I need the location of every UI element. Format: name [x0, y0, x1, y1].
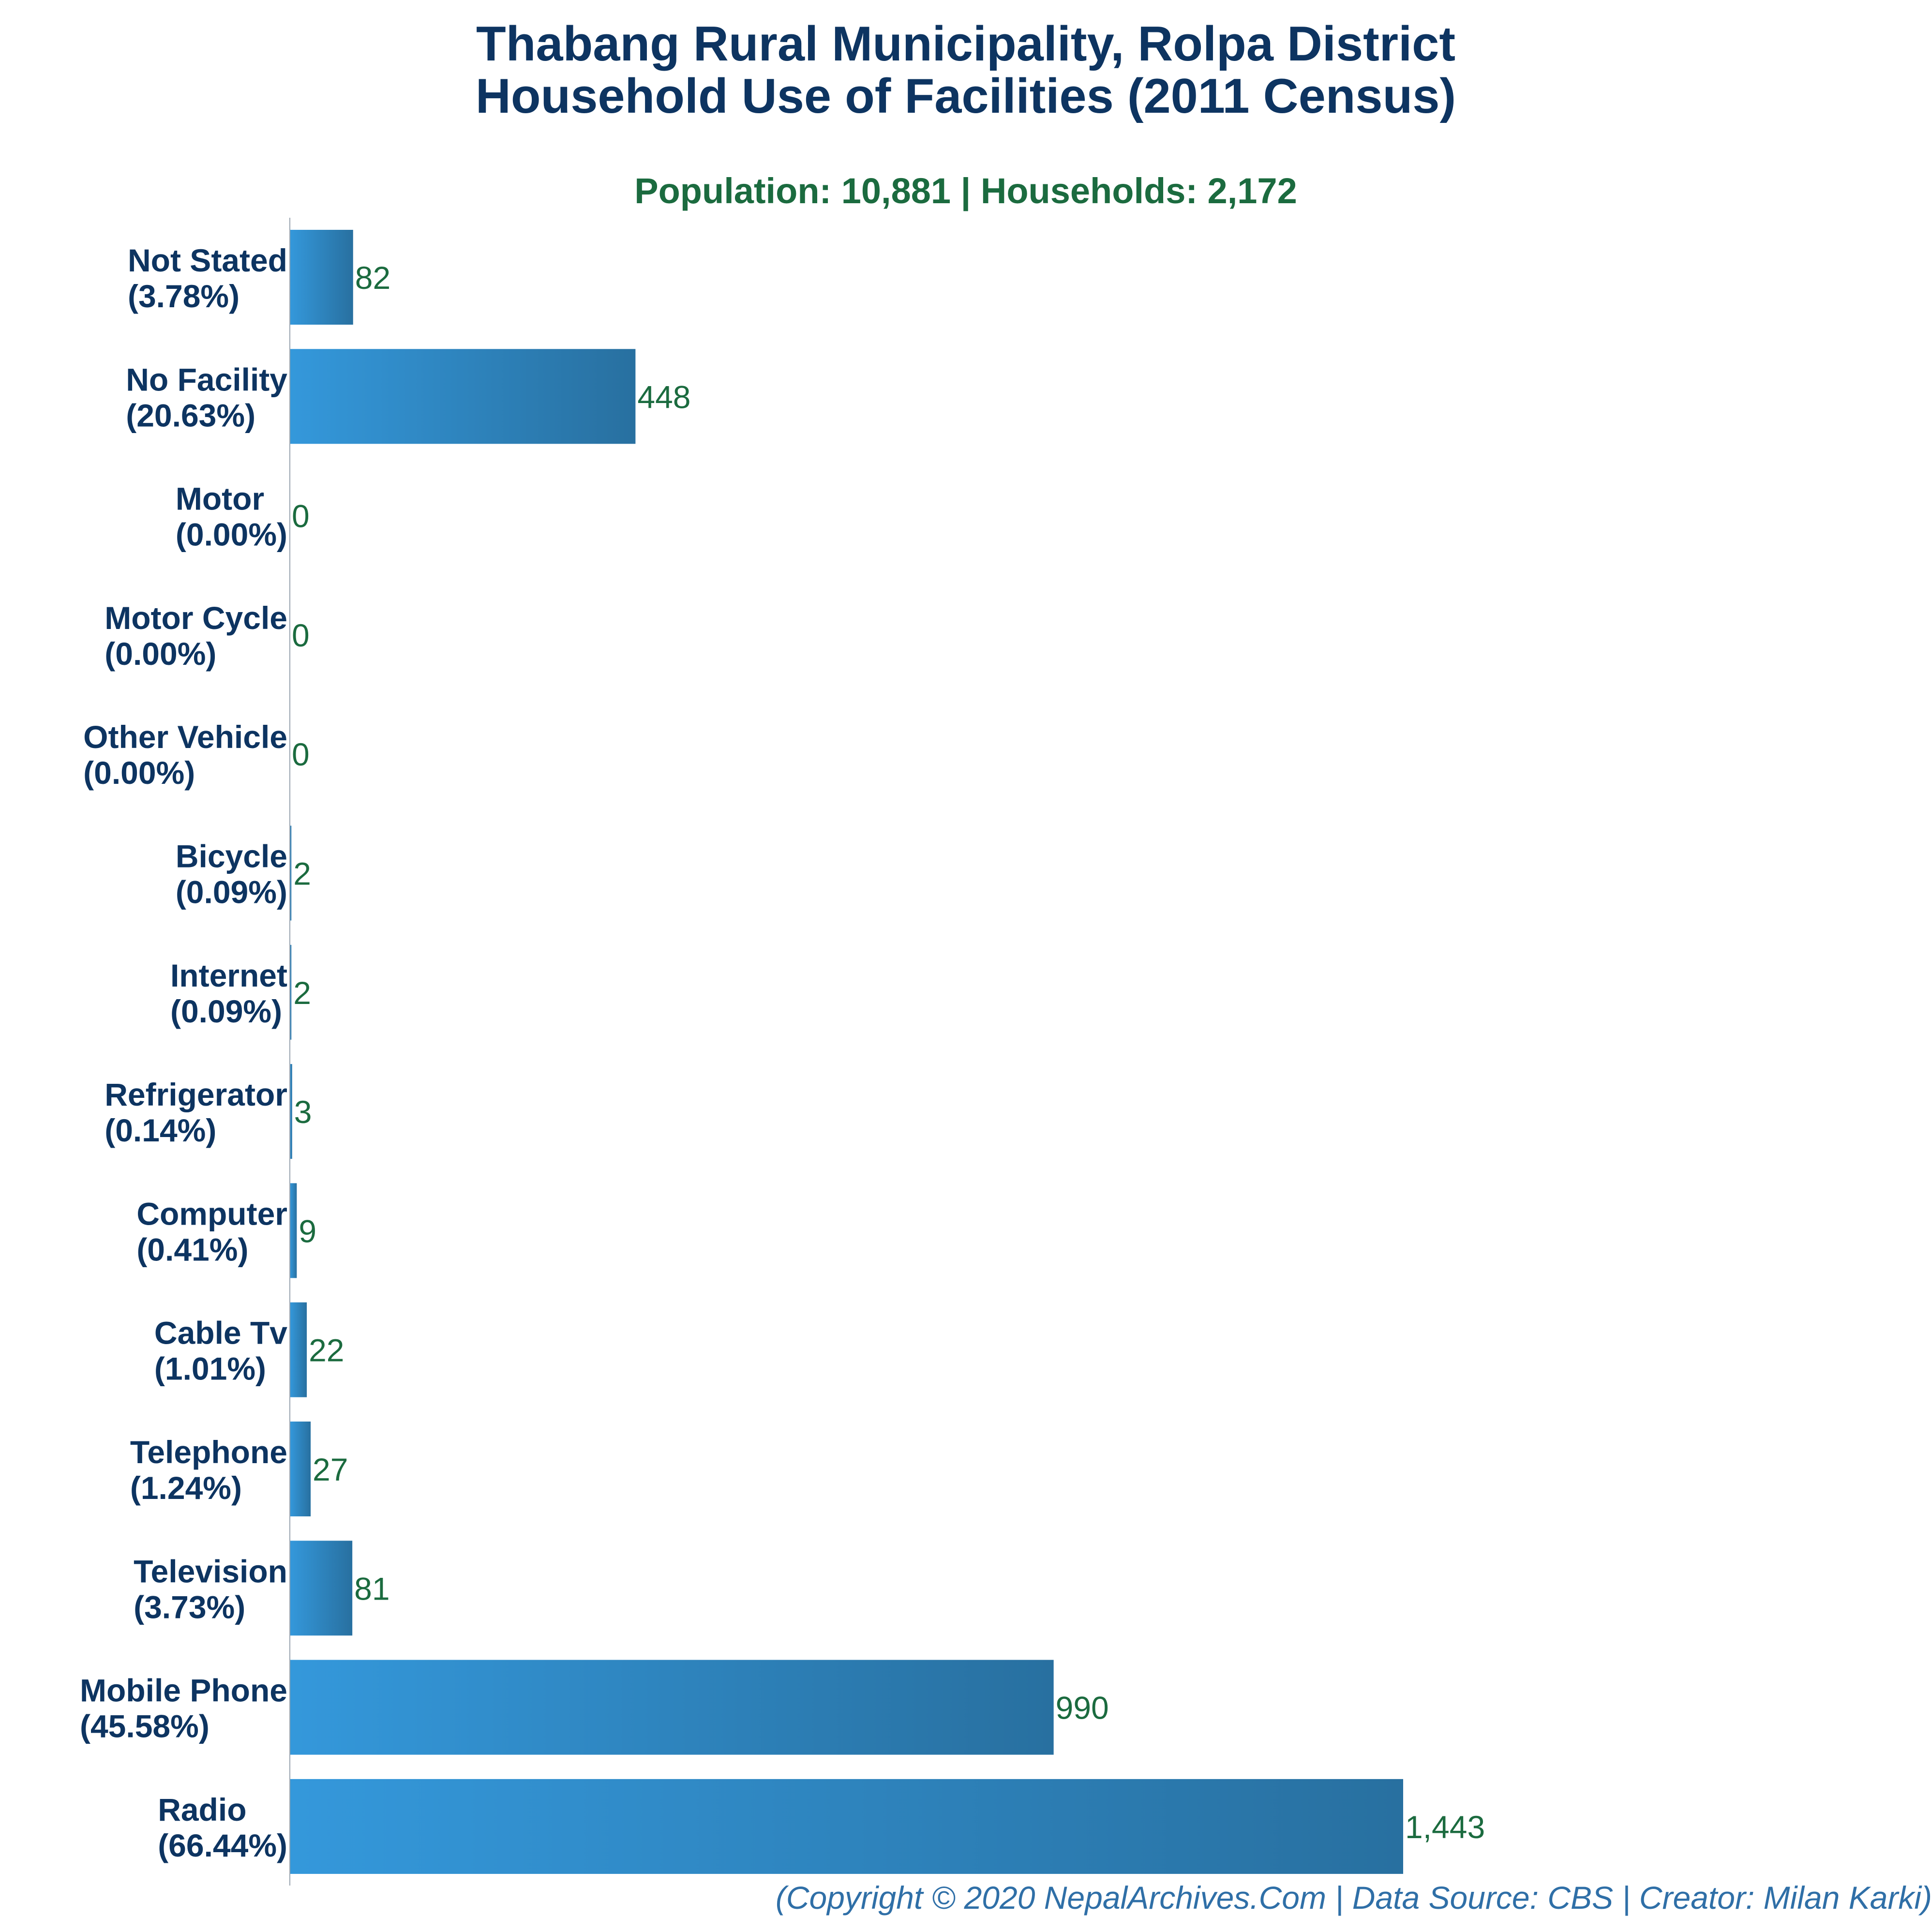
category-label-not-stated: Not Stated (3.78%) [128, 242, 287, 314]
category-percent: (0.41%) [136, 1231, 248, 1267]
bar-radio [290, 1779, 1403, 1874]
bar-no-facility [290, 349, 636, 444]
bar-cable-tv [290, 1302, 307, 1397]
value-label-telephone: 27 [313, 1452, 348, 1487]
category-percent: (0.09%) [176, 874, 287, 910]
value-label-refrigerator: 3 [294, 1094, 312, 1130]
value-label-computer: 9 [299, 1213, 316, 1249]
category-label-television: Television (3.73%) [134, 1553, 287, 1625]
category-label-motor: Motor (0.00%) [176, 481, 287, 553]
category-name: Refrigerator [105, 1077, 287, 1112]
bar-not-stated [290, 230, 353, 325]
chart-subtitle: Population: 10,881 | Households: 2,172 [634, 171, 1297, 211]
category-name: Motor [176, 481, 264, 517]
category-name: Computer [136, 1196, 287, 1231]
category-label-motor-cycle: Motor Cycle (0.00%) [105, 600, 287, 672]
value-label-other-vehicle: 0 [292, 736, 310, 772]
category-name: No Facility [126, 361, 287, 397]
category-name: Television [134, 1553, 287, 1589]
value-label-no-facility: 448 [637, 379, 690, 415]
bar-telephone [290, 1422, 311, 1516]
category-label-internet: Internet (0.09%) [170, 958, 287, 1029]
category-percent: (20.63%) [126, 397, 255, 433]
category-label-cable-tv: Cable Tv (1.01%) [154, 1315, 287, 1387]
category-label-no-facility: No Facility (20.63%) [126, 361, 287, 433]
value-label-internet: 2 [293, 975, 311, 1011]
category-label-telephone: Telephone (1.24%) [130, 1434, 287, 1506]
category-percent: (0.09%) [170, 993, 282, 1029]
category-percent: (66.44%) [158, 1827, 287, 1863]
value-label-television: 81 [354, 1571, 389, 1606]
bar-refrigerator [290, 1064, 292, 1159]
category-percent: (1.24%) [130, 1470, 242, 1506]
category-name: Bicycle [176, 839, 287, 874]
chart-title-line2: Household Use of Facilities (2011 Census… [476, 69, 1456, 123]
category-percent: (0.00%) [105, 636, 216, 672]
category-label-bicycle: Bicycle (0.09%) [176, 839, 287, 910]
bar-computer [290, 1183, 297, 1278]
bar-mobile-phone [290, 1660, 1054, 1755]
value-label-bicycle: 2 [293, 856, 311, 892]
bar-internet [290, 944, 292, 1040]
category-percent: (3.78%) [128, 278, 240, 314]
category-percent: (0.00%) [83, 755, 195, 791]
category-percent: (1.01%) [154, 1351, 266, 1387]
bar-bicycle [290, 825, 292, 921]
category-percent: (45.58%) [80, 1708, 210, 1744]
category-label-computer: Computer (0.41%) [136, 1196, 287, 1267]
category-label-mobile-phone: Mobile Phone (45.58%) [80, 1673, 287, 1744]
category-percent: (0.14%) [105, 1112, 216, 1148]
category-name: Radio [158, 1792, 246, 1827]
category-name: Mobile Phone [80, 1673, 287, 1708]
value-label-not-stated: 82 [355, 260, 390, 296]
bars-group [290, 230, 1403, 1874]
category-name: Internet [170, 958, 287, 993]
footer-credit: (Copyright © 2020 NepalArchives.Com | Da… [776, 1880, 1932, 1917]
category-labels-group: Not Stated (3.78%) No Facility (20.63%) Moto… [80, 242, 287, 1863]
value-label-mobile-phone: 990 [1056, 1690, 1109, 1726]
category-name: Not Stated [128, 242, 287, 278]
category-label-refrigerator: Refrigerator (0.14%) [105, 1077, 287, 1148]
category-percent: (3.73%) [134, 1589, 245, 1625]
category-name: Telephone [130, 1434, 287, 1470]
chart-title-line1: Thabang Rural Municipality, Rolpa Distri… [476, 17, 1455, 71]
bar-television [290, 1541, 353, 1636]
category-label-other-vehicle: Other Vehicle (0.00%) [83, 719, 287, 791]
category-name: Motor Cycle [105, 600, 287, 636]
category-name: Other Vehicle [83, 719, 287, 755]
category-label-radio: Radio (66.44%) [158, 1792, 287, 1863]
value-label-motor-cycle: 0 [292, 617, 310, 653]
category-name: Cable Tv [154, 1315, 287, 1351]
value-label-radio: 1,443 [1405, 1809, 1485, 1845]
value-label-cable-tv: 22 [309, 1333, 344, 1368]
category-percent: (0.00%) [176, 517, 287, 553]
value-label-motor: 0 [292, 498, 310, 534]
